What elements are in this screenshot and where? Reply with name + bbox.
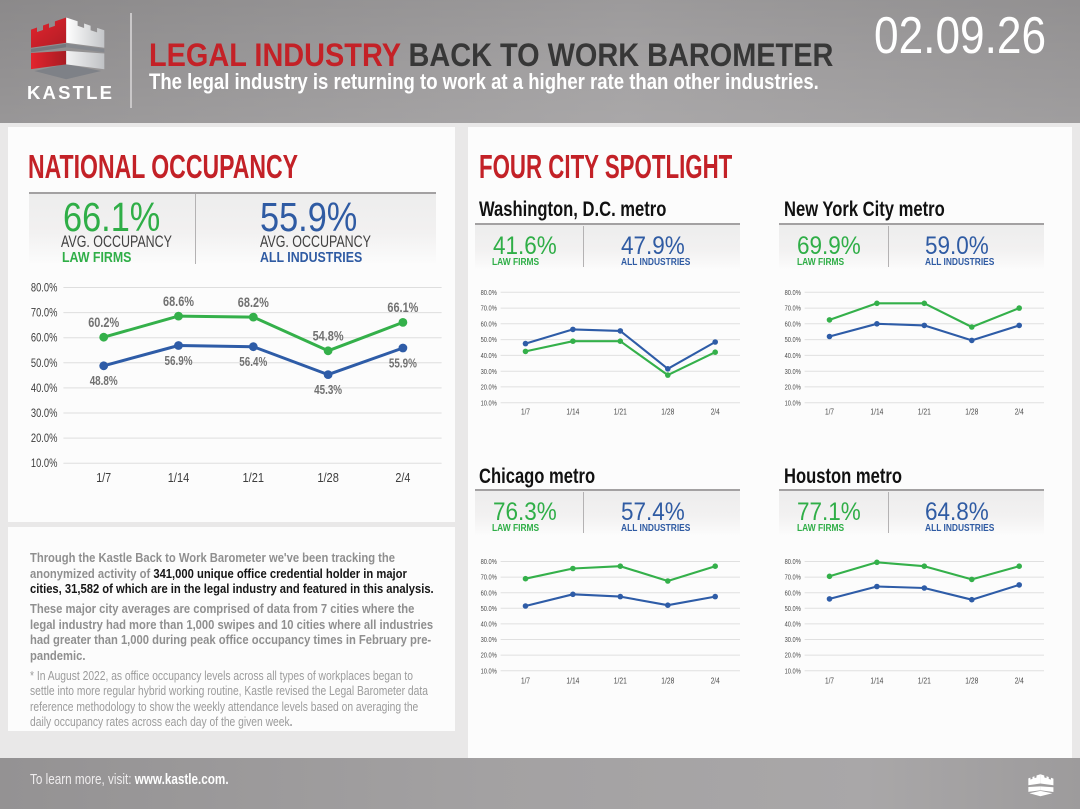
svg-text:66.1%: 66.1% [387, 299, 418, 315]
svg-text:60.0%: 60.0% [785, 319, 801, 328]
svg-text:10.0%: 10.0% [481, 398, 497, 407]
svg-text:10.0%: 10.0% [481, 666, 497, 675]
svg-text:80.0%: 80.0% [481, 557, 497, 566]
svg-text:60.0%: 60.0% [481, 319, 497, 328]
svg-text:1/14: 1/14 [871, 677, 884, 686]
svg-text:1/14: 1/14 [566, 407, 579, 416]
svg-text:1/21: 1/21 [243, 471, 265, 485]
svg-text:50.0%: 50.0% [785, 335, 801, 344]
svg-text:50.0%: 50.0% [31, 356, 58, 370]
svg-text:1/21: 1/21 [918, 407, 931, 416]
svg-text:20.0%: 20.0% [31, 431, 58, 445]
svg-text:48.8%: 48.8% [90, 374, 118, 388]
svg-text:1/7: 1/7 [96, 471, 111, 485]
svg-text:1/21: 1/21 [614, 677, 627, 686]
svg-text:30.0%: 30.0% [785, 367, 801, 376]
svg-text:1/28: 1/28 [317, 471, 339, 485]
svg-text:60.0%: 60.0% [785, 588, 801, 597]
svg-text:40.0%: 40.0% [481, 620, 497, 629]
svg-text:1/28: 1/28 [661, 407, 674, 416]
svg-text:70.0%: 70.0% [481, 304, 497, 313]
svg-text:50.0%: 50.0% [785, 604, 801, 613]
svg-text:55.9%: 55.9% [389, 356, 417, 370]
svg-text:1/28: 1/28 [661, 677, 674, 686]
svg-text:30.0%: 30.0% [481, 367, 497, 376]
svg-text:80.0%: 80.0% [31, 281, 58, 295]
svg-text:30.0%: 30.0% [785, 635, 801, 644]
svg-text:80.0%: 80.0% [785, 288, 801, 297]
svg-text:1/14: 1/14 [168, 471, 190, 485]
svg-text:2/4: 2/4 [1015, 407, 1024, 416]
svg-text:1/21: 1/21 [918, 677, 931, 686]
svg-text:50.0%: 50.0% [481, 335, 497, 344]
svg-text:50.0%: 50.0% [481, 604, 497, 613]
svg-text:2/4: 2/4 [395, 471, 410, 485]
svg-text:60.0%: 60.0% [31, 331, 58, 345]
svg-text:80.0%: 80.0% [785, 557, 801, 566]
svg-text:30.0%: 30.0% [481, 635, 497, 644]
svg-text:40.0%: 40.0% [31, 381, 58, 395]
svg-text:1/7: 1/7 [521, 407, 530, 416]
svg-text:1/7: 1/7 [825, 677, 834, 686]
svg-text:1/21: 1/21 [614, 407, 627, 416]
svg-text:40.0%: 40.0% [481, 351, 497, 360]
svg-text:45.3%: 45.3% [314, 383, 342, 397]
svg-text:10.0%: 10.0% [785, 666, 801, 675]
svg-text:10.0%: 10.0% [31, 456, 58, 470]
svg-text:1/7: 1/7 [521, 677, 530, 686]
svg-text:70.0%: 70.0% [31, 306, 58, 320]
svg-text:56.9%: 56.9% [165, 354, 193, 368]
svg-text:10.0%: 10.0% [785, 398, 801, 407]
svg-text:54.8%: 54.8% [313, 328, 344, 344]
svg-text:2/4: 2/4 [711, 677, 720, 686]
svg-text:20.0%: 20.0% [481, 383, 497, 392]
svg-text:20.0%: 20.0% [481, 651, 497, 660]
svg-text:60.0%: 60.0% [481, 588, 497, 597]
svg-text:80.0%: 80.0% [481, 288, 497, 297]
svg-text:20.0%: 20.0% [785, 651, 801, 660]
svg-text:56.4%: 56.4% [239, 355, 267, 369]
svg-text:2/4: 2/4 [1015, 677, 1024, 686]
svg-text:60.2%: 60.2% [88, 314, 119, 330]
svg-text:1/28: 1/28 [966, 677, 979, 686]
svg-text:40.0%: 40.0% [785, 351, 801, 360]
svg-text:30.0%: 30.0% [31, 406, 58, 420]
svg-text:70.0%: 70.0% [785, 573, 801, 582]
svg-text:68.2%: 68.2% [238, 294, 269, 310]
svg-text:68.6%: 68.6% [163, 293, 194, 309]
svg-text:1/14: 1/14 [871, 407, 884, 416]
svg-text:40.0%: 40.0% [785, 620, 801, 629]
svg-text:70.0%: 70.0% [785, 304, 801, 313]
svg-text:70.0%: 70.0% [481, 573, 497, 582]
svg-text:1/14: 1/14 [566, 677, 579, 686]
svg-text:1/28: 1/28 [966, 407, 979, 416]
svg-text:1/7: 1/7 [825, 407, 834, 416]
svg-text:2/4: 2/4 [711, 407, 720, 416]
svg-text:20.0%: 20.0% [785, 383, 801, 392]
